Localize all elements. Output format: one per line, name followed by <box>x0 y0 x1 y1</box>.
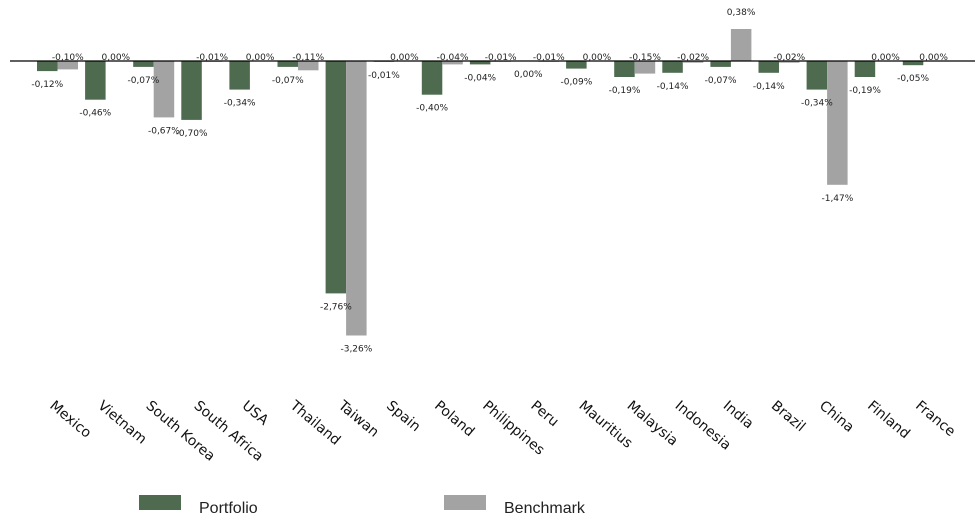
legend-swatch-benchmark <box>444 495 486 510</box>
data-label-portfolio-india: -0,07% <box>705 76 737 86</box>
legend: Portfolio Benchmark <box>139 495 586 517</box>
category-label-mexico: Mexico <box>46 398 94 442</box>
data-label-benchmark-thailand: -0,11% <box>292 53 324 63</box>
bar-benchmark-south-korea <box>153 61 175 118</box>
data-label-portfolio-poland: -0,40% <box>416 104 448 114</box>
data-label-benchmark-china: -1,47% <box>821 194 853 204</box>
data-label-portfolio-brazil: -0,14% <box>753 82 785 92</box>
category-label-spain: Spain <box>383 398 423 435</box>
bar-benchmark-thailand <box>298 61 319 71</box>
legend-label-portfolio: Portfolio <box>199 500 258 517</box>
bar-portfolio-south-africa <box>181 61 202 120</box>
data-label-benchmark-taiwan: -3,26% <box>340 345 372 355</box>
data-label-benchmark-usa: 0,00% <box>246 53 275 63</box>
data-label-portfolio-peru: 0,00% <box>514 70 543 80</box>
data-label-portfolio-usa: -0,34% <box>224 99 256 109</box>
data-label-portfolio-thailand: -0,07% <box>272 76 304 86</box>
data-label-benchmark-poland: -0,04% <box>437 53 469 63</box>
category-label-vietnam: Vietnam <box>95 398 150 448</box>
bar-portfolio-poland <box>421 61 443 95</box>
legend-swatch-portfolio <box>139 495 181 510</box>
data-label-portfolio-france: -0,05% <box>897 74 929 84</box>
data-label-benchmark-finland: 0,00% <box>871 53 900 63</box>
data-label-benchmark-south-africa: -0,01% <box>196 53 228 63</box>
bar-portfolio-india <box>710 61 731 67</box>
category-label-france: France <box>912 398 958 440</box>
category-label-thailand: Thailand <box>286 397 343 449</box>
data-label-benchmark-spain: 0,00% <box>390 53 419 63</box>
bar-benchmark-taiwan <box>346 61 367 336</box>
data-label-benchmark-france: 0,00% <box>919 53 948 63</box>
bar-portfolio-mauritius <box>566 61 587 69</box>
category-label-finland: Finland <box>864 398 913 442</box>
bars-group <box>37 29 924 336</box>
data-label-portfolio-indonesia: -0,14% <box>657 82 689 92</box>
category-label-india: India <box>720 398 757 432</box>
data-label-portfolio-mexico: -0,12% <box>31 80 63 90</box>
data-label-benchmark-indonesia: -0,02% <box>677 53 709 63</box>
data-labels-group: -0,12% -0,10% -0,46% 0,00% -0,07% -0,67%-0,70… <box>31 8 948 355</box>
bar-portfolio-brazil <box>758 61 779 73</box>
data-label-portfolio-south-korea: -0,07% <box>127 76 159 86</box>
data-label-portfolio-south-africa: -0,70% <box>176 129 208 139</box>
data-label-portfolio-china: -0,34% <box>801 99 833 109</box>
data-label-portfolio-spain: -0,01% <box>368 71 400 81</box>
data-label-benchmark-malaysia: -0,15% <box>629 53 661 63</box>
bar-portfolio-taiwan <box>325 61 347 294</box>
bar-portfolio-indonesia <box>662 61 683 73</box>
bar-portfolio-philippines <box>469 61 491 65</box>
data-label-benchmark-mauritius: 0,00% <box>583 53 612 63</box>
legend-label-benchmark: Benchmark <box>504 500 586 517</box>
bar-benchmark-china <box>827 61 848 185</box>
data-label-portfolio-finland: -0,19% <box>849 86 881 96</box>
data-label-benchmark-brazil: -0,02% <box>773 53 805 63</box>
bar-portfolio-vietnam <box>85 61 106 100</box>
data-label-benchmark-philippines: -0,01% <box>485 53 517 63</box>
data-label-portfolio-malaysia: -0,19% <box>609 86 641 96</box>
data-label-benchmark-south-korea: -0,67% <box>148 126 180 136</box>
data-label-portfolio-mauritius: -0,09% <box>560 78 592 88</box>
data-label-portfolio-philippines: -0,04% <box>464 73 496 83</box>
bar-portfolio-malaysia <box>614 61 635 77</box>
data-label-portfolio-vietnam: -0,46% <box>79 109 111 119</box>
bar-benchmark-malaysia <box>634 61 656 74</box>
bar-benchmark-poland <box>442 61 463 65</box>
bar-portfolio-south-korea <box>133 61 154 67</box>
bar-portfolio-france <box>902 61 924 66</box>
bar-portfolio-thailand <box>277 61 298 67</box>
data-label-benchmark-india: 0,38% <box>727 8 756 18</box>
category-label-brazil: Brazil <box>768 398 808 435</box>
data-label-benchmark-mexico: -0,10% <box>52 53 84 63</box>
bar-portfolio-china <box>806 61 828 90</box>
bar-benchmark-brazil <box>779 61 800 63</box>
data-label-benchmark-peru: -0,01% <box>533 53 565 63</box>
category-label-usa: USA <box>239 398 272 429</box>
bar-portfolio-usa <box>229 61 250 90</box>
data-label-benchmark-vietnam: 0,00% <box>102 53 131 63</box>
bar-benchmark-mexico <box>57 61 78 70</box>
bar-portfolio-mexico <box>37 61 58 72</box>
bar-benchmark-indonesia <box>682 61 704 63</box>
category-label-poland: Poland <box>431 398 477 440</box>
bar-portfolio-finland <box>854 61 876 77</box>
bar-benchmark-india <box>730 29 752 61</box>
category-label-peru: Peru <box>527 398 561 430</box>
category-label-china: China <box>816 398 857 436</box>
data-label-portfolio-taiwan: -2,76% <box>320 302 352 312</box>
